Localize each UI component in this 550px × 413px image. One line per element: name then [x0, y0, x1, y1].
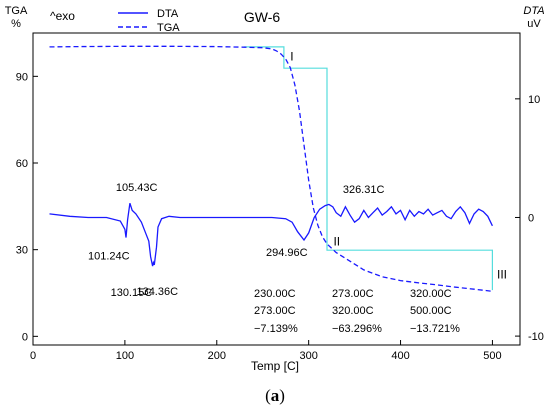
- right-axis-title: DTA: [523, 5, 544, 17]
- x-tick-label: 0: [30, 350, 36, 362]
- left-tick-label: 0: [22, 331, 28, 343]
- result-table-cell: −63.296%: [332, 323, 382, 335]
- chart-title: GW-6: [244, 9, 281, 25]
- x-tick-label: 500: [483, 350, 501, 362]
- plot-frame: [32, 32, 521, 346]
- peak-annotation: 130.15C: [111, 287, 153, 299]
- legend-label-dta: DTA: [157, 8, 179, 20]
- legend-label-tga: TGA: [157, 22, 180, 34]
- x-tick-label: 100: [116, 350, 134, 362]
- step-label: III: [497, 268, 507, 282]
- tga-series-line: [49, 45, 493, 292]
- result-table-cell: 273.00C: [254, 305, 296, 317]
- result-table-cell: 230.00C: [254, 288, 296, 300]
- figure-caption: (a): [0, 386, 550, 406]
- caption-close: ): [279, 386, 285, 405]
- result-table-cell: 500.00C: [410, 305, 452, 317]
- left-tick-label: 90: [16, 71, 28, 83]
- x-tick-label: 200: [208, 350, 226, 362]
- right-tick-label: 10: [528, 94, 540, 106]
- right-tick-label: 0: [528, 212, 534, 224]
- result-table-cell: −7.139%: [254, 323, 298, 335]
- peak-annotation: 105.43C: [116, 182, 158, 194]
- step-line: [244, 46, 493, 291]
- left-axis-title: TGA: [5, 5, 28, 17]
- step-label: II: [333, 234, 340, 248]
- peak-annotation: 134.36C: [136, 286, 178, 298]
- result-table-cell: −13.721%: [410, 323, 460, 335]
- x-tick-label: 400: [391, 350, 409, 362]
- tga-dta-chart: 0 100 200 300 400 500 0 30 60 90 -10 0 10 105.43C 101…: [5, 5, 545, 373]
- left-axis-unit: %: [11, 18, 21, 30]
- left-tick-label: 30: [16, 245, 28, 257]
- right-axis-unit: uV: [527, 18, 541, 30]
- x-axis-label: Temp [C]: [251, 359, 299, 373]
- result-table-cell: 273.00C: [332, 288, 374, 300]
- dta-series-line: [49, 203, 493, 267]
- step-label: I: [290, 49, 293, 63]
- result-table-cell: 320.00C: [410, 288, 452, 300]
- left-tick-label: 60: [16, 158, 28, 170]
- caption-letter: a: [270, 386, 280, 405]
- caption-open: (: [265, 386, 271, 405]
- peak-annotation: 294.96C: [266, 247, 308, 259]
- peak-annotation: 101.24C: [88, 251, 130, 263]
- x-tick-label: 300: [299, 350, 317, 362]
- result-table-cell: 320.00C: [332, 305, 374, 317]
- exo-label: ^exo: [50, 9, 75, 23]
- peak-annotation: 326.31C: [343, 184, 385, 196]
- legend: DTA TGA: [118, 8, 180, 34]
- right-tick-label: -10: [528, 331, 544, 343]
